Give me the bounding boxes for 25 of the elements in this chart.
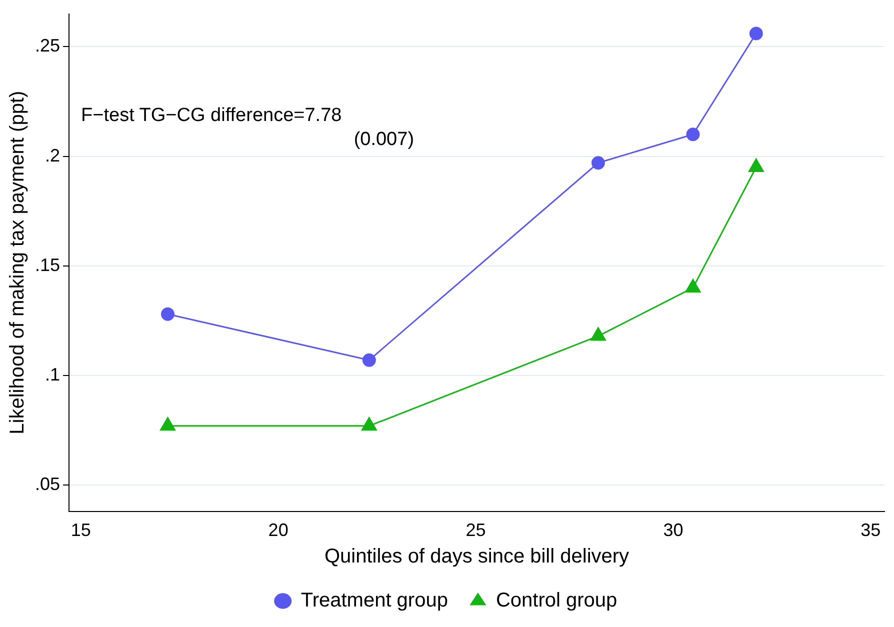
x-tick-label: 35 xyxy=(860,520,881,540)
point xyxy=(685,279,701,293)
y-tick-label: .1 xyxy=(45,364,60,384)
y-tick-label: .15 xyxy=(34,254,60,275)
point xyxy=(161,307,174,321)
y-axis-title: Likelihood of making tax payment (ppt) xyxy=(6,90,29,434)
y-tick-label: .05 xyxy=(34,474,60,494)
point xyxy=(749,26,763,40)
legend-label: Treatment group xyxy=(300,590,448,612)
point xyxy=(160,417,176,431)
y-tick-label: .25 xyxy=(34,36,60,56)
y-tick-label: .2 xyxy=(45,145,60,166)
point xyxy=(686,128,700,142)
point xyxy=(362,353,376,367)
x-axis-title: Quintiles of days since bill delivery xyxy=(324,546,630,568)
annotation: F−test TG−CG difference=7.78 xyxy=(81,105,342,126)
point xyxy=(361,417,377,431)
x-tick-label: 20 xyxy=(268,520,288,540)
point xyxy=(591,156,605,170)
annotation: (0.007) xyxy=(354,129,414,150)
point xyxy=(590,327,606,341)
x-tick-label: 25 xyxy=(466,520,486,540)
x-tick-label: 30 xyxy=(663,520,684,540)
legend-label: Control group xyxy=(496,590,618,612)
x-tick-label: 15 xyxy=(70,520,91,540)
